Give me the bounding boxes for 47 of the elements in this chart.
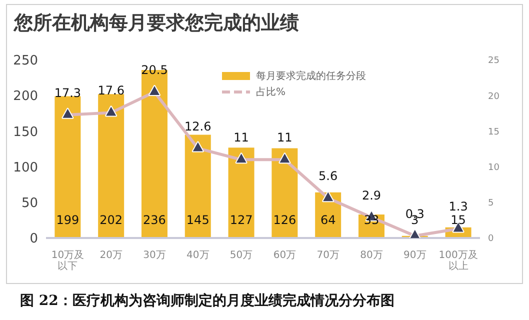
y-tick-label: 50 — [21, 196, 38, 212]
caption: 图 22：医疗机构为咨询师制定的月度业绩完成情况分分布图 — [20, 292, 394, 310]
x-tick-label: 50万 — [230, 250, 253, 261]
data-label: 11 — [277, 130, 292, 145]
x-tick-label: 10万及以下 — [51, 250, 84, 272]
data-label: 5.6 — [318, 169, 338, 184]
data-label: 12.6 — [184, 119, 212, 134]
data-label: 126 — [273, 213, 296, 227]
x-tick-label: 90万 — [404, 250, 426, 261]
bar — [272, 148, 298, 238]
data-label: 17.6 — [98, 84, 124, 98]
data-label: 1.3 — [448, 200, 468, 214]
x-tick-label: 80万 — [360, 250, 383, 261]
bar — [228, 148, 254, 238]
y2-tick-label: 10 — [488, 162, 500, 173]
legend-label: 占比% — [256, 86, 286, 99]
data-label: 145 — [186, 213, 210, 227]
x-tick-label: 60万 — [273, 250, 296, 261]
legend-label: 每月要求完成的任务分段 — [256, 70, 366, 83]
x-tick-label: 100万及以上 — [438, 250, 478, 272]
x-tick-label: 20万 — [100, 250, 122, 261]
data-label: 127 — [230, 213, 253, 227]
data-label: 202 — [100, 213, 123, 227]
data-label: 15 — [450, 213, 466, 227]
y2-tick-label: 20 — [488, 92, 500, 102]
y-tick-label: 250 — [13, 54, 38, 69]
bar — [184, 134, 211, 238]
y-tick-label: 200 — [13, 89, 38, 104]
x-tick-label: 30万 — [143, 250, 166, 261]
y2-tick-label: 5 — [488, 198, 494, 209]
y-tick-label: 150 — [13, 124, 38, 140]
x-tick-label: 70万 — [316, 250, 340, 261]
y2-tick-label: 25 — [488, 56, 500, 66]
y2-tick-label: 15 — [488, 127, 500, 138]
y-tick-label: 100 — [13, 160, 38, 176]
y-tick-label: 0 — [30, 232, 38, 247]
bar — [54, 96, 81, 238]
data-label: 64 — [320, 213, 336, 227]
x-tick-label: 40万 — [186, 250, 210, 261]
data-label: 2.9 — [362, 188, 382, 202]
data-label: 17.3 — [54, 86, 82, 100]
data-label: 236 — [143, 213, 166, 227]
chart-title: 您所在机构每月要求您完成的业绩 — [14, 11, 299, 36]
data-label: 11 — [234, 130, 249, 145]
data-label: 199 — [56, 213, 80, 227]
y2-tick-label: 0 — [488, 234, 494, 244]
bar — [98, 94, 124, 238]
